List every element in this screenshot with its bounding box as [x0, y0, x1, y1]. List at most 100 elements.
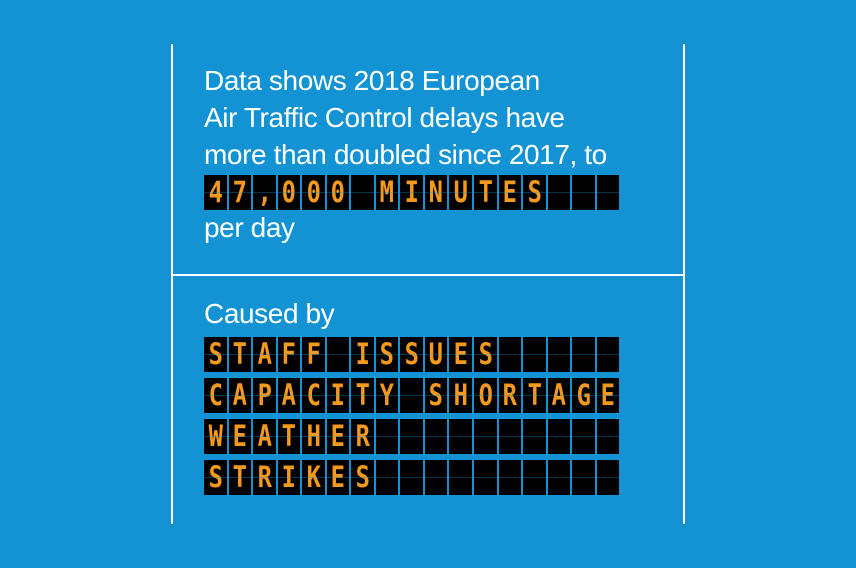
flap-cell: [572, 460, 595, 495]
flap-character: 0: [306, 175, 321, 209]
flap-character: A: [257, 337, 272, 371]
flap-cell: [596, 460, 620, 495]
flap-character: T: [355, 378, 370, 412]
flap-cell: 4: [204, 175, 227, 210]
flap-cell: [449, 460, 473, 495]
flap-cell: [449, 419, 473, 454]
flap-character: K: [306, 460, 321, 494]
flap-cell: P: [253, 378, 276, 413]
flap-character: 0: [330, 175, 346, 209]
flap-cell: T: [474, 175, 497, 210]
flap-character: E: [232, 419, 247, 453]
flap-cell: [498, 460, 522, 495]
flap-cell: [498, 419, 522, 454]
flap-cell: A: [277, 378, 301, 413]
flap-cell: F: [302, 337, 325, 372]
flap-cell: [572, 337, 595, 372]
flap-cell: [375, 460, 399, 495]
flap-character: F: [306, 337, 321, 371]
flap-cell: [498, 337, 522, 372]
flap-cell: [547, 337, 571, 372]
flap-character: C: [208, 378, 223, 412]
flap-character: P: [257, 378, 272, 412]
flap-cell: U: [449, 175, 473, 210]
flap-character: S: [379, 337, 395, 371]
flap-cell: 7: [228, 175, 252, 210]
flap-cell: U: [424, 337, 448, 372]
flap-cell: [596, 175, 620, 210]
flap-character: M: [379, 175, 395, 209]
flap-cell: [572, 175, 595, 210]
flap-character: S: [355, 460, 370, 494]
flap-character: T: [527, 378, 542, 412]
intro-line-3: more than doubled since 2017, to: [204, 139, 607, 170]
flap-cell: T: [277, 419, 301, 454]
flap-cell: T: [351, 378, 374, 413]
flap-cell: S: [523, 175, 546, 210]
flap-cell: R: [253, 460, 276, 495]
intro-line-2: Air Traffic Control delays have: [204, 102, 565, 133]
flap-cell: [400, 419, 423, 454]
flap-character: O: [478, 378, 493, 412]
flap-character: I: [281, 460, 297, 494]
flap-cell: A: [253, 337, 276, 372]
flap-character: S: [404, 337, 419, 371]
flap-cell: A: [253, 419, 276, 454]
flap-character: ,: [257, 175, 272, 209]
flap-cell: ,: [253, 175, 276, 210]
flap-character: I: [355, 337, 370, 371]
flap-cell: [523, 460, 546, 495]
flap-character: Y: [379, 378, 395, 412]
flap-cell: K: [302, 460, 325, 495]
flap-cell: [400, 378, 423, 413]
flap-cell: [547, 460, 571, 495]
flap-cell: I: [400, 175, 423, 210]
flap-character: A: [232, 378, 247, 412]
flap-cell: N: [424, 175, 448, 210]
flap-cell: G: [572, 378, 595, 413]
flap-cell: T: [228, 337, 252, 372]
flap-cell: S: [204, 460, 227, 495]
flap-cell: E: [449, 337, 473, 372]
flap-character: H: [453, 378, 468, 412]
flap-cell: [326, 337, 350, 372]
flap-cell: 0: [326, 175, 350, 210]
flap-cell: S: [474, 337, 497, 372]
intro-text: Data shows 2018 European Air Traffic Con…: [204, 62, 607, 173]
flap-character: S: [208, 460, 223, 494]
section-divider-line: [171, 274, 685, 276]
flap-cell: S: [424, 378, 448, 413]
flap-cell: [547, 419, 571, 454]
flap-cell: E: [228, 419, 252, 454]
flap-cell: O: [474, 378, 497, 413]
flap-character: 4: [208, 175, 223, 209]
per-day-text: per day: [204, 212, 295, 243]
flap-cell: [572, 419, 595, 454]
flap-cell: [375, 419, 399, 454]
flap-cell: S: [351, 460, 374, 495]
flap-cell: E: [498, 175, 522, 210]
flap-cell: 0: [277, 175, 301, 210]
flap-character: S: [429, 378, 444, 412]
flap-cell: S: [375, 337, 399, 372]
flap-cell: 0: [302, 175, 325, 210]
flap-cell: I: [326, 378, 350, 413]
flap-character: T: [232, 460, 247, 494]
flap-character: E: [600, 378, 616, 412]
flap-character: R: [257, 460, 272, 494]
flap-character: G: [576, 378, 591, 412]
flap-cell: [523, 419, 546, 454]
flap-cell: [400, 460, 423, 495]
flap-character: 0: [281, 175, 297, 209]
flap-cell: E: [596, 378, 620, 413]
flap-character: S: [208, 337, 223, 371]
flap-cell: H: [302, 419, 325, 454]
flap-character: H: [306, 419, 321, 453]
caused-by-heading: Caused by: [204, 298, 335, 329]
flap-character: E: [330, 460, 346, 494]
flap-character: A: [551, 378, 567, 412]
